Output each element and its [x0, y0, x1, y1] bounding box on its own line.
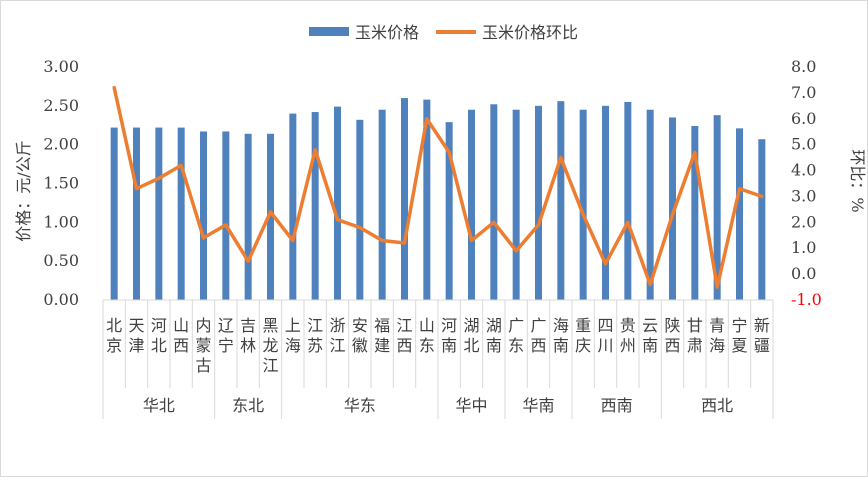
category-label: 新疆: [754, 316, 770, 355]
category-label: 四川: [597, 316, 613, 355]
category-label: 上海: [285, 316, 301, 355]
group-label: 华中: [455, 396, 487, 415]
category-label: 辽宁: [218, 316, 234, 355]
group-label: 东北: [232, 396, 264, 415]
category-label: 陕西: [664, 316, 680, 355]
bar: [602, 105, 609, 300]
bar: [110, 127, 118, 300]
group-label: 西南: [601, 396, 633, 415]
group-label: 华东: [344, 396, 376, 415]
bar: [200, 131, 207, 300]
bar: [267, 133, 274, 300]
left-tick-label: 3.00: [43, 57, 79, 76]
right-tick-label: 3.0: [791, 186, 816, 205]
category-label: 云南: [642, 316, 658, 355]
bar: [468, 109, 475, 300]
category-label: 安徽: [352, 316, 368, 355]
left-axis-title: 价格：元/公斤: [14, 140, 33, 241]
right-tick-label: 6.0: [791, 109, 816, 128]
left-tick-label: 2.00: [43, 135, 79, 154]
bar: [334, 106, 341, 300]
bar: [155, 127, 163, 300]
bar: [222, 131, 230, 300]
group-label: 华南: [522, 396, 554, 415]
bar: [244, 133, 252, 300]
category-label: 山东: [419, 316, 435, 355]
category-label: 北京: [106, 316, 122, 355]
category-label: 广西: [530, 316, 546, 355]
bar: [401, 98, 408, 300]
legend-label-price: 玉米价格: [355, 23, 419, 42]
bar: [736, 128, 743, 300]
category-axis: 北京天津河北山西内蒙古辽宁吉林黑龙江上海江苏浙江安徽福建江西山东河南湖北湖南广东…: [102, 299, 774, 419]
category-label: 甘肃: [687, 316, 703, 355]
category-label: 吉林: [240, 316, 256, 355]
bar: [557, 101, 565, 300]
category-label: 江苏: [307, 316, 323, 355]
category-label: 黑龙江: [262, 316, 278, 375]
legend-swatch-price: [309, 27, 349, 36]
bar: [624, 101, 632, 300]
category-label: 湖南: [486, 316, 502, 355]
bar: [579, 109, 587, 300]
bar: [713, 115, 721, 300]
left-tick-label: 0.00: [43, 290, 79, 309]
category-label: 湖北: [463, 316, 479, 355]
right-tick-label: 2.0: [791, 212, 816, 231]
right-tick-label: 0.0: [791, 264, 816, 283]
left-tick-label: 2.50: [43, 96, 79, 115]
bar: [356, 119, 364, 301]
bar: [289, 113, 297, 300]
line-series-mom: [112, 85, 764, 289]
bar: [669, 117, 676, 300]
category-label: 广东: [508, 316, 524, 355]
category-label: 天津: [128, 316, 144, 355]
bar: [445, 122, 453, 300]
bar: [177, 127, 185, 300]
right-axis-title: 环比：%: [848, 149, 867, 212]
legend-label-mom: 玉米价格环比: [482, 23, 578, 42]
right-tick-label: 8.0: [791, 57, 816, 76]
category-label: 青海: [709, 316, 725, 355]
bar: [535, 105, 542, 300]
bar: [311, 112, 319, 301]
bar: [133, 127, 140, 300]
left-tick-label: 0.50: [43, 251, 79, 270]
bar: [646, 109, 654, 300]
category-label: 宁夏: [731, 316, 747, 355]
category-label: 贵州: [620, 316, 636, 355]
bar: [378, 109, 386, 300]
right-tick-label: 4.0: [791, 161, 816, 180]
bar: [512, 109, 520, 300]
bar-series-price: [110, 98, 766, 301]
category-label: 河南: [441, 316, 457, 355]
bar: [758, 139, 766, 300]
category-label: 江西: [396, 316, 412, 355]
mom-line: [112, 85, 764, 289]
bar: [490, 104, 498, 300]
category-label: 重庆: [575, 316, 591, 355]
group-label: 华北: [143, 396, 175, 415]
category-label: 福建: [374, 316, 390, 355]
axes: 0.00 0.50 1.00 1.50 2.00 2.50 3.00 -1.0 0.0 1.0 2.…: [43, 57, 821, 309]
left-tick-label: 1.50: [43, 174, 79, 193]
category-label: 河北: [151, 316, 167, 355]
right-tick-label: 7.0: [791, 83, 816, 102]
right-tick-label: -1.0: [791, 290, 822, 309]
category-label: 内蒙古: [195, 316, 211, 375]
category-label: 山西: [173, 316, 189, 355]
group-label: 西北: [701, 396, 733, 415]
right-tick-label: 5.0: [791, 135, 816, 154]
legend: 玉米价格 玉米价格环比: [309, 23, 578, 42]
category-label: 浙江: [329, 316, 345, 355]
left-tick-label: 1.00: [43, 212, 79, 231]
category-label: 海南: [553, 316, 569, 355]
bar: [691, 126, 699, 300]
right-tick-label: 1.0: [791, 238, 816, 257]
bar: [423, 99, 431, 301]
